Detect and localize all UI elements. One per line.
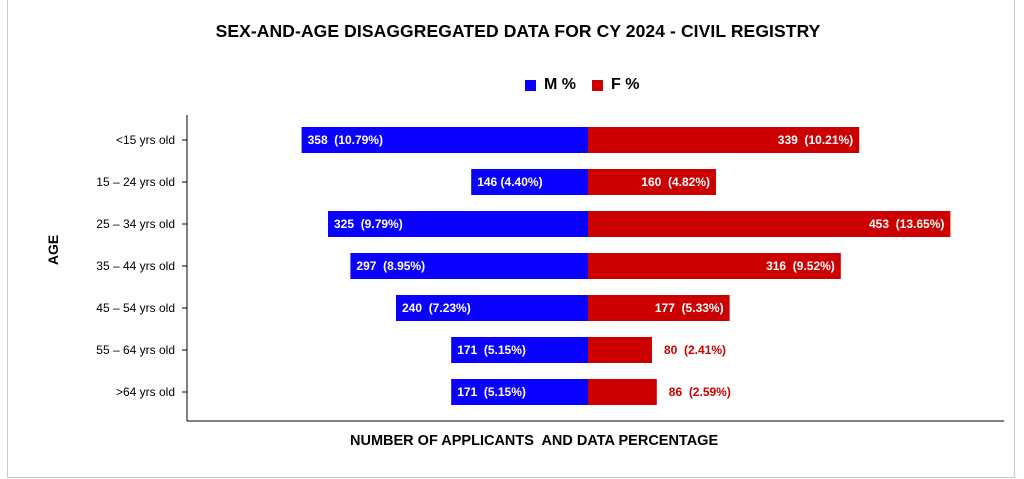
legend-label-female: F % bbox=[611, 76, 640, 93]
bar-female bbox=[588, 211, 951, 237]
y-tick-label: 55 – 64 yrs old bbox=[96, 343, 175, 357]
data-label-female: 453 (13.65%) bbox=[869, 217, 944, 231]
legend-swatch-male bbox=[525, 79, 536, 91]
data-label-female: 160 (4.82%) bbox=[641, 175, 710, 189]
data-label-male: 240 (7.23%) bbox=[402, 301, 471, 315]
bar-male bbox=[451, 337, 588, 363]
data-label-male: 171 (5.15%) bbox=[457, 343, 526, 357]
bar-male bbox=[301, 127, 588, 153]
data-label-female: 177 (5.33%) bbox=[655, 301, 724, 315]
bar-female bbox=[588, 337, 652, 363]
y-tick-label: >64 yrs old bbox=[116, 385, 175, 399]
bar-female bbox=[588, 253, 841, 279]
y-tick-label: 35 – 44 yrs old bbox=[96, 259, 175, 273]
legend-label-male: M % bbox=[544, 76, 576, 93]
data-label-male: 325 (9.79%) bbox=[334, 217, 403, 231]
data-label-female: 316 (9.52%) bbox=[766, 259, 835, 273]
data-label-male: 358 (10.79%) bbox=[308, 133, 383, 147]
bar-male bbox=[328, 211, 588, 237]
legend-item-female: F % bbox=[592, 76, 639, 94]
data-label-male: 297 (8.95%) bbox=[356, 259, 425, 273]
bar-female bbox=[588, 379, 657, 405]
y-tick-label: 45 – 54 yrs old bbox=[96, 301, 175, 315]
chart-title: SEX-AND-AGE DISAGGREGATED DATA FOR CY 20… bbox=[215, 21, 821, 41]
bar-male bbox=[350, 253, 588, 279]
y-tick-label: 25 – 34 yrs old bbox=[96, 217, 175, 231]
x-axis-title: NUMBER OF APPLICANTS AND DATA PERCENTAGE bbox=[350, 433, 719, 449]
y-tick-label: 15 – 24 yrs old bbox=[96, 175, 175, 189]
data-label-female: 339 (10.21%) bbox=[778, 133, 853, 147]
bar-male bbox=[471, 169, 588, 195]
bar-male bbox=[451, 379, 588, 405]
legend: M % F % bbox=[525, 74, 655, 96]
data-label-male: 171 (5.15%) bbox=[457, 385, 526, 399]
legend-item-male: M % bbox=[525, 76, 576, 94]
data-label-female: 86 (2.59%) bbox=[669, 385, 731, 399]
bar-female bbox=[588, 169, 716, 195]
bar-female bbox=[588, 127, 860, 153]
legend-swatch-female bbox=[592, 79, 603, 91]
bar-female bbox=[588, 295, 730, 321]
bar-male bbox=[396, 295, 588, 321]
data-label-male: 146 (4.40%) bbox=[477, 175, 542, 189]
data-label-female: 80 (2.41%) bbox=[664, 343, 726, 357]
y-tick-label: <15 yrs old bbox=[116, 133, 175, 147]
